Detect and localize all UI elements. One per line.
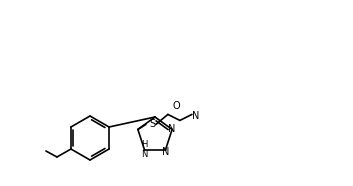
Text: H
N: H N	[141, 140, 148, 159]
Text: S: S	[149, 119, 155, 129]
Text: N: N	[168, 124, 176, 134]
Text: N: N	[162, 147, 169, 157]
Text: O: O	[172, 101, 180, 111]
Text: N: N	[192, 111, 199, 121]
